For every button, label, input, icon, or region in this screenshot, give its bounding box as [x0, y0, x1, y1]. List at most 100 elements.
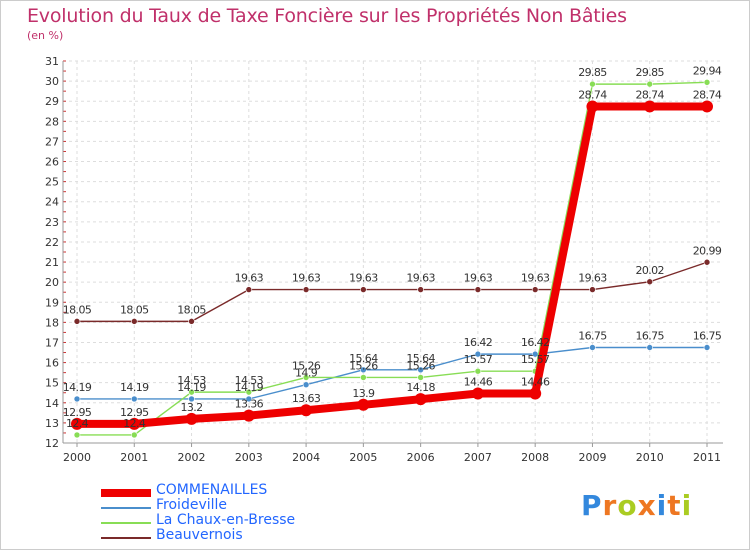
data-label-froideville-2002: 14.19 — [177, 381, 206, 394]
data-label-la-chaux-en-bresse-2005: 15.26 — [349, 359, 378, 372]
x-tick-label-2011: 2011 — [693, 451, 721, 464]
y-tick-label-20: 20 — [45, 276, 59, 289]
y-tick-label-28: 28 — [45, 115, 59, 128]
x-tick-label-2001: 2001 — [120, 451, 148, 464]
y-tick-label-27: 27 — [45, 135, 59, 148]
y-tick-label-19: 19 — [45, 296, 59, 309]
y-tick-label-17: 17 — [45, 336, 59, 349]
series-point-froideville-2009 — [589, 344, 596, 351]
series-point-la-chaux-en-bresse-2006 — [417, 374, 424, 381]
data-label-commenailles-2003: 13.36 — [235, 398, 264, 411]
series-point-froideville-2011 — [703, 344, 711, 351]
y-tick-label-13: 13 — [45, 417, 59, 430]
logo-text-part1: Prox — [581, 489, 657, 522]
data-label-froideville-2010: 16.75 — [635, 330, 664, 343]
logo-text-part3: ti — [667, 489, 693, 522]
series-point-commenailles-2006 — [414, 393, 427, 406]
plot-area — [63, 61, 723, 443]
legend-swatch-froideville — [101, 506, 151, 509]
series-point-commenailles-2000 — [71, 417, 83, 430]
x-tick-label-2006: 2006 — [407, 451, 435, 464]
legend-swatch-beauvernois — [101, 536, 151, 539]
y-tick-label-31: 31 — [45, 55, 59, 68]
legend: COMMENAILLES Froideville La Chaux-en-Bre… — [101, 483, 421, 545]
data-label-commenailles-2005: 13.9 — [352, 387, 375, 400]
series-point-commenailles-2003 — [242, 409, 255, 422]
series-line-la-chaux-en-bresse — [76, 81, 708, 436]
series-point-beauvernois-2011 — [703, 258, 711, 266]
legend-label-froideville: Froideville — [156, 497, 228, 513]
series-point-beauvernois-2008 — [531, 286, 539, 293]
series-point-froideville-2004 — [302, 381, 310, 388]
data-label-beauvernois-2008: 19.63 — [521, 272, 550, 285]
data-label-beauvernois-2005: 19.63 — [349, 272, 378, 285]
series-point-commenailles-2002 — [185, 412, 198, 425]
data-label-froideville-2004: 14.9 — [295, 367, 318, 380]
series-point-froideville-2006 — [417, 366, 424, 374]
series-point-la-chaux-en-bresse-2010 — [646, 80, 654, 88]
legend-item-beauvernois: Beauvernois — [101, 527, 421, 545]
x-tick-label-2000: 2000 — [63, 451, 91, 464]
series-point-la-chaux-en-bresse-2009 — [589, 80, 596, 88]
y-tick-label-15: 15 — [45, 377, 59, 390]
series-point-froideville-2000 — [73, 395, 81, 403]
legend-item-la-chaux-en-bresse: La Chaux-en-Bresse — [101, 513, 421, 530]
series-point-beauvernois-2010 — [646, 278, 654, 286]
data-label-beauvernois-2000: 18.05 — [63, 303, 92, 316]
series-point-commenailles-2005 — [357, 398, 370, 411]
data-label-beauvernois-2004: 19.63 — [292, 272, 321, 285]
data-label-la-chaux-en-bresse-2009: 29.85 — [578, 66, 607, 79]
series-point-la-chaux-en-bresse-2005 — [360, 374, 367, 381]
legend-label-beauvernois: Beauvernois — [156, 527, 243, 543]
unit-label: (en %) — [27, 29, 64, 42]
data-label-la-chaux-en-bresse-2000: 12.4 — [66, 417, 89, 430]
y-tick-label-30: 30 — [45, 75, 59, 88]
series-point-froideville-2001 — [130, 395, 138, 403]
data-label-beauvernois-2001: 18.05 — [120, 303, 149, 316]
y-tick-label-18: 18 — [45, 316, 59, 329]
x-tick-label-2008: 2008 — [521, 451, 549, 464]
data-label-la-chaux-en-bresse-2001: 12.4 — [123, 417, 146, 430]
data-label-froideville-2008: 16.42 — [521, 336, 550, 349]
data-label-la-chaux-en-bresse-2010: 29.85 — [635, 66, 664, 79]
data-label-froideville-2001: 14.19 — [120, 381, 149, 394]
chart-title: Evolution du Taux de Taxe Foncière sur l… — [27, 5, 627, 27]
y-tick-label-24: 24 — [45, 196, 59, 209]
data-label-commenailles-2011: 28.74 — [693, 88, 722, 101]
series-point-beauvernois-2006 — [417, 286, 424, 293]
series-point-beauvernois-2000 — [73, 318, 81, 325]
legend-item-commenailles: COMMENAILLES — [101, 483, 421, 500]
series-point-froideville-2010 — [646, 344, 654, 351]
data-label-froideville-2009: 16.75 — [578, 330, 607, 343]
data-label-commenailles-2000: 12.95 — [63, 406, 92, 419]
y-tick-label-23: 23 — [45, 216, 59, 229]
data-label-commenailles-2009: 28.74 — [578, 88, 607, 101]
y-tick-label-29: 29 — [45, 95, 59, 108]
series-point-la-chaux-en-bresse-2007 — [474, 367, 482, 375]
x-tick-label-2010: 2010 — [636, 451, 664, 464]
series-point-froideville-2003 — [245, 395, 253, 403]
series-point-beauvernois-2001 — [130, 318, 138, 325]
data-label-commenailles-2004: 13.63 — [292, 392, 321, 405]
data-label-la-chaux-en-bresse-2008: 15.57 — [521, 353, 550, 366]
data-label-beauvernois-2009: 19.63 — [578, 272, 607, 285]
data-label-commenailles-2006: 14.18 — [406, 381, 435, 394]
series-point-la-chaux-en-bresse-2004 — [302, 374, 310, 381]
data-label-froideville-2007: 16.42 — [464, 336, 493, 349]
series-point-la-chaux-en-bresse-2011 — [703, 79, 711, 86]
series-line-beauvernois — [76, 261, 708, 323]
data-label-la-chaux-en-bresse-2004: 15.26 — [292, 359, 321, 372]
y-tick-label-14: 14 — [45, 397, 59, 410]
series-point-beauvernois-2007 — [474, 286, 482, 293]
x-tick-label-2009: 2009 — [578, 451, 606, 464]
legend-swatch-commenailles — [101, 488, 151, 497]
series-point-la-chaux-en-bresse-2003 — [245, 388, 253, 396]
series-point-beauvernois-2009 — [589, 286, 596, 293]
data-label-commenailles-2008: 14.46 — [521, 376, 550, 389]
series-point-commenailles-2007 — [471, 387, 484, 400]
data-label-la-chaux-en-bresse-2002: 14.53 — [177, 374, 206, 387]
y-tick-label-26: 26 — [45, 156, 59, 169]
x-tick-label-2005: 2005 — [349, 451, 377, 464]
data-label-la-chaux-en-bresse-2007: 15.57 — [464, 353, 493, 366]
series-point-beauvernois-2002 — [188, 318, 195, 325]
